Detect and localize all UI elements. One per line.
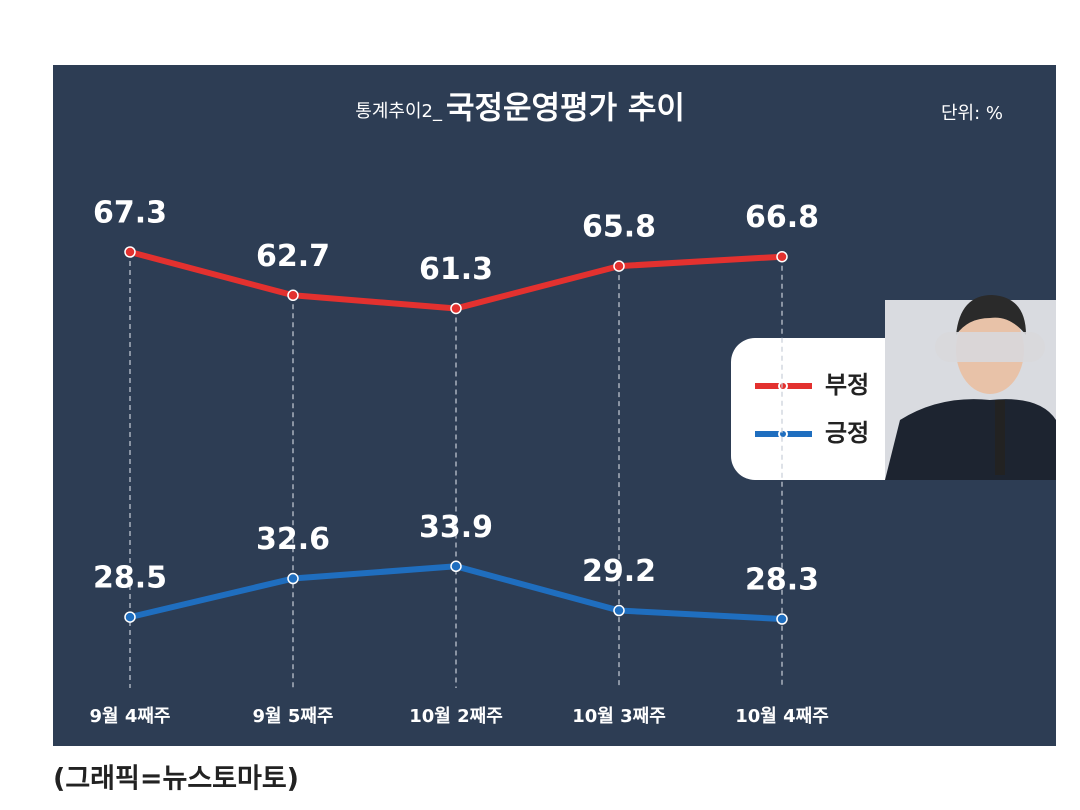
x-tick-label: 9월 4째주 — [90, 706, 171, 727]
point — [124, 611, 136, 623]
point — [124, 246, 136, 258]
value-label: 32.6 — [256, 522, 330, 557]
x-tick-label: 10월 4째주 — [735, 706, 829, 727]
point — [450, 560, 462, 573]
point — [613, 260, 625, 272]
legend-label: 긍정 — [825, 419, 869, 447]
value-label: 66.8 — [745, 200, 819, 235]
value-label: 28.3 — [745, 563, 819, 598]
legend-label: 부정 — [825, 371, 869, 399]
point — [450, 302, 462, 315]
value-label: 33.9 — [419, 510, 493, 545]
legend-dot — [780, 431, 786, 437]
legend-dot — [780, 383, 786, 389]
point — [776, 613, 788, 625]
point — [287, 289, 299, 302]
value-label: 62.7 — [256, 239, 330, 274]
unit-label: 단위: % — [941, 103, 1003, 124]
value-label: 29.2 — [582, 554, 656, 589]
x-tick-label: 9월 5째주 — [253, 706, 334, 727]
caption: (그래픽=뉴스토마토) — [53, 764, 299, 795]
value-label: 28.5 — [93, 561, 167, 596]
value-label: 61.3 — [419, 252, 493, 287]
point — [776, 250, 788, 263]
point — [613, 604, 625, 617]
chart-title: 국정운영평가 추이 — [446, 91, 685, 127]
value-label: 67.3 — [93, 196, 167, 231]
photo-blur — [935, 332, 1045, 362]
photo-hair — [956, 295, 1026, 335]
x-tick-label: 10월 3째주 — [572, 706, 666, 727]
photo — [885, 295, 1056, 480]
chart-subtitle: 통계추이2_ — [355, 101, 443, 122]
value-label: 65.8 — [582, 210, 656, 245]
x-tick-label: 10월 2째주 — [409, 706, 503, 727]
point — [287, 572, 299, 585]
photo-suit — [885, 399, 1056, 480]
photo-mic — [995, 400, 1005, 475]
